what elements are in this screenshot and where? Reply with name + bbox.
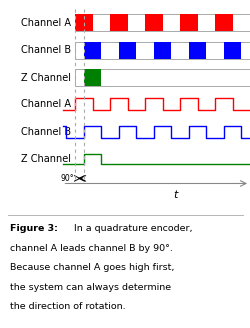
- Text: 90°: 90°: [60, 174, 74, 183]
- Bar: [154, 42, 171, 59]
- Bar: [180, 14, 198, 31]
- Bar: [84, 69, 101, 86]
- Bar: [110, 14, 128, 31]
- Text: the direction of rotation.: the direction of rotation.: [10, 302, 126, 311]
- Text: Channel A: Channel A: [21, 99, 71, 109]
- Text: Z Channel: Z Channel: [21, 73, 71, 83]
- Bar: [145, 14, 162, 31]
- Text: Z Channel: Z Channel: [21, 154, 71, 164]
- Bar: [189, 42, 206, 59]
- Bar: [84, 42, 101, 59]
- Text: Channel B: Channel B: [21, 127, 71, 137]
- Bar: [75, 69, 250, 86]
- Bar: [224, 42, 241, 59]
- Bar: [215, 14, 232, 31]
- Text: Channel B: Channel B: [21, 45, 71, 55]
- Text: t: t: [173, 190, 177, 199]
- Text: Because channel A goes high first,: Because channel A goes high first,: [10, 263, 174, 272]
- Text: the system can always determine: the system can always determine: [10, 282, 171, 292]
- Bar: [75, 14, 92, 31]
- Text: channel A leads channel B by 90°.: channel A leads channel B by 90°.: [10, 244, 173, 253]
- Bar: [75, 42, 250, 59]
- Text: Channel A: Channel A: [21, 18, 71, 28]
- Bar: [75, 14, 250, 31]
- Text: Figure 3:: Figure 3:: [10, 224, 58, 233]
- Bar: [119, 42, 136, 59]
- Text: In a quadrature encoder,: In a quadrature encoder,: [71, 224, 193, 233]
